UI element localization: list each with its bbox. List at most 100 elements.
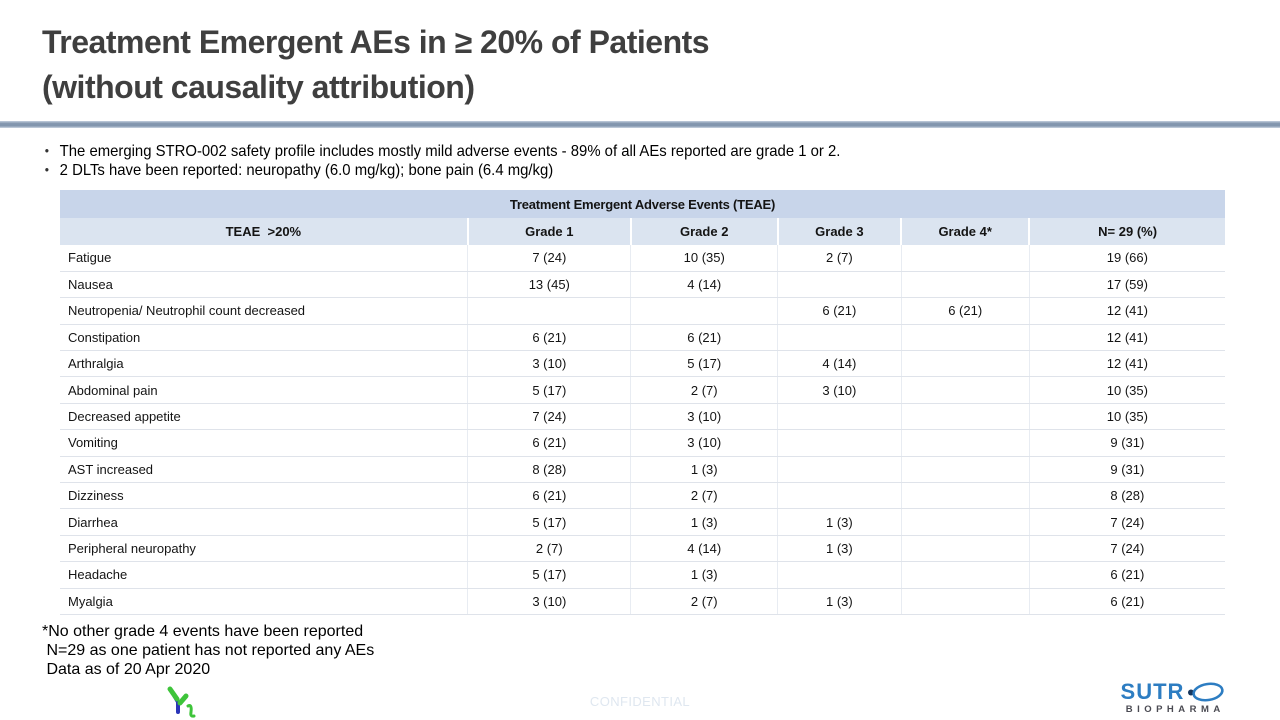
grade4-cell: [900, 350, 1030, 378]
grade3-cell: 2 (7): [777, 245, 902, 272]
teae-name-cell: Neutropenia/ Neutrophil count decreased: [60, 297, 468, 325]
teae-name-cell: Abdominal pain: [60, 376, 468, 404]
grade3-cell: [777, 456, 902, 484]
grade3-cell: 1 (3): [777, 588, 902, 615]
grade3-cell: [777, 403, 902, 431]
grade1-cell: 8 (28): [467, 456, 631, 484]
page-title: Treatment Emergent AEs in ≥ 20% of Patie…: [42, 20, 710, 110]
sutro-logo-wordmark: SUTR: [1102, 681, 1244, 703]
table-header-row: TEAE >20% Grade 1 Grade 2 Grade 3 Grade …: [60, 218, 1225, 245]
grade1-cell: 7 (24): [467, 245, 631, 272]
grade4-cell: [900, 561, 1030, 589]
table-row: Decreased appetite 7 (24) 3 (10) 10 (35): [60, 403, 1225, 431]
grade3-cell: [777, 561, 902, 589]
table-row: Fatigue 7 (24) 10 (35) 2 (7) 19 (66): [60, 245, 1225, 272]
grade1-cell: 5 (17): [467, 376, 631, 404]
table-row: Abdominal pain 5 (17) 2 (7) 3 (10) 10 (3…: [60, 376, 1225, 404]
teae-name-cell: Dizziness: [60, 482, 468, 510]
bullet-list: The emerging STRO-002 safety profile inc…: [42, 141, 1022, 180]
footnotes: *No other grade 4 events have been repor…: [42, 622, 374, 679]
grade1-cell: [467, 297, 631, 325]
grade2-cell: 1 (3): [630, 456, 778, 484]
grade1-cell: 3 (10): [467, 350, 631, 378]
grade2-cell: 10 (35): [630, 245, 778, 272]
bullet-item: The emerging STRO-002 safety profile inc…: [42, 141, 953, 161]
grade4-cell: [900, 376, 1030, 404]
grade4-cell: [900, 508, 1030, 536]
title-line-1: Treatment Emergent AEs in ≥ 20% of Patie…: [42, 24, 710, 60]
grade2-cell: 4 (14): [630, 535, 778, 563]
n-total-cell: 12 (41): [1028, 324, 1225, 352]
grade1-cell: 13 (45): [467, 271, 631, 299]
teae-table-body: Fatigue 7 (24) 10 (35) 2 (7) 19 (66) Nau…: [60, 245, 1225, 615]
n-total-cell: 10 (35): [1028, 403, 1225, 431]
grade1-cell: 7 (24): [467, 403, 631, 431]
n-total-cell: 17 (59): [1028, 271, 1225, 299]
n-total-cell: 19 (66): [1028, 245, 1225, 272]
grade4-cell: [900, 403, 1030, 431]
grade3-cell: 1 (3): [777, 535, 902, 563]
table-row: Constipation 6 (21) 6 (21) 12 (41): [60, 324, 1225, 352]
grade1-cell: 6 (21): [467, 429, 631, 457]
table-row: Headache 5 (17) 1 (3) 6 (21): [60, 561, 1225, 589]
n-total-cell: 9 (31): [1028, 456, 1225, 484]
footnote-n29: N=29 as one patient has not reported any…: [42, 642, 375, 659]
table-row: Dizziness 6 (21) 2 (7) 8 (28): [60, 482, 1225, 510]
footnote-date: Data as of 20 Apr 2020: [42, 661, 211, 678]
grade3-cell: 1 (3): [777, 508, 902, 536]
footer-bar: 10 CONFIDENTIAL: [0, 684, 1280, 720]
grade2-cell: 5 (17): [630, 350, 778, 378]
grade4-cell: [900, 535, 1030, 563]
teae-name-cell: Decreased appetite: [60, 403, 468, 431]
grade2-cell: 2 (7): [630, 376, 778, 404]
teae-name-cell: Myalgia: [60, 588, 468, 615]
grade4-cell: [900, 271, 1030, 299]
grade4-cell: [900, 456, 1030, 484]
teae-name-cell: AST increased: [60, 456, 468, 484]
confidential-label: CONFIDENTIAL: [589, 694, 691, 709]
table-row: Arthralgia 3 (10) 5 (17) 4 (14) 12 (41): [60, 350, 1225, 378]
grade1-cell: 6 (21): [467, 324, 631, 352]
grade1-cell: 3 (10): [467, 588, 631, 615]
table-row: Neutropenia/ Neutrophil count decreased …: [60, 297, 1225, 325]
grade1-cell: 6 (21): [467, 482, 631, 510]
table-caption-row: Treatment Emergent Adverse Events (TEAE): [60, 190, 1225, 218]
grade3-cell: 4 (14): [777, 350, 902, 378]
grade2-cell: 2 (7): [630, 588, 778, 615]
teae-name-cell: Peripheral neuropathy: [60, 535, 468, 563]
teae-table: Treatment Emergent Adverse Events (TEAE)…: [60, 190, 1225, 615]
grade3-cell: [777, 429, 902, 457]
grade4-cell: [900, 245, 1030, 272]
teae-name-cell: Diarrhea: [60, 508, 468, 536]
teae-name-cell: Headache: [60, 561, 468, 589]
sutro-logo: SUTR BIOPHARMA: [1102, 681, 1244, 715]
grade2-cell: [630, 297, 778, 325]
n-total-cell: 7 (24): [1028, 535, 1225, 563]
footnote-grade4: *No other grade 4 events have been repor…: [42, 623, 364, 640]
grade1-cell: 5 (17): [467, 508, 631, 536]
grade2-cell: 3 (10): [630, 403, 778, 431]
n-total-cell: 10 (35): [1028, 376, 1225, 404]
grade3-cell: [777, 482, 902, 510]
grade2-cell: 2 (7): [630, 482, 778, 510]
grade4-cell: [900, 482, 1030, 510]
column-header-n29: N= 29 (%): [1028, 218, 1225, 245]
title-divider: [0, 121, 1280, 128]
title-line-2: (without causality attribution): [42, 69, 475, 105]
grade1-cell: 2 (7): [467, 535, 631, 563]
table-row: Myalgia 3 (10) 2 (7) 1 (3) 6 (21): [60, 588, 1225, 615]
sutro-logo-o-icon: [1188, 682, 1225, 702]
sutro-logo-subtext: BIOPHARMA: [1125, 704, 1225, 715]
grade3-cell: 3 (10): [777, 376, 902, 404]
grade3-cell: 6 (21): [777, 297, 902, 325]
page-number: 10: [50, 694, 65, 709]
table-row: Diarrhea 5 (17) 1 (3) 1 (3) 7 (24): [60, 508, 1225, 536]
n-total-cell: 12 (41): [1028, 350, 1225, 378]
n-total-cell: 6 (21): [1028, 588, 1225, 615]
grade2-cell: 4 (14): [630, 271, 778, 299]
teae-name-cell: Vomiting: [60, 429, 468, 457]
table-row: AST increased 8 (28) 1 (3) 9 (31): [60, 456, 1225, 484]
teae-name-cell: Constipation: [60, 324, 468, 352]
grade2-cell: 6 (21): [630, 324, 778, 352]
column-header-teae: TEAE >20%: [60, 218, 468, 245]
